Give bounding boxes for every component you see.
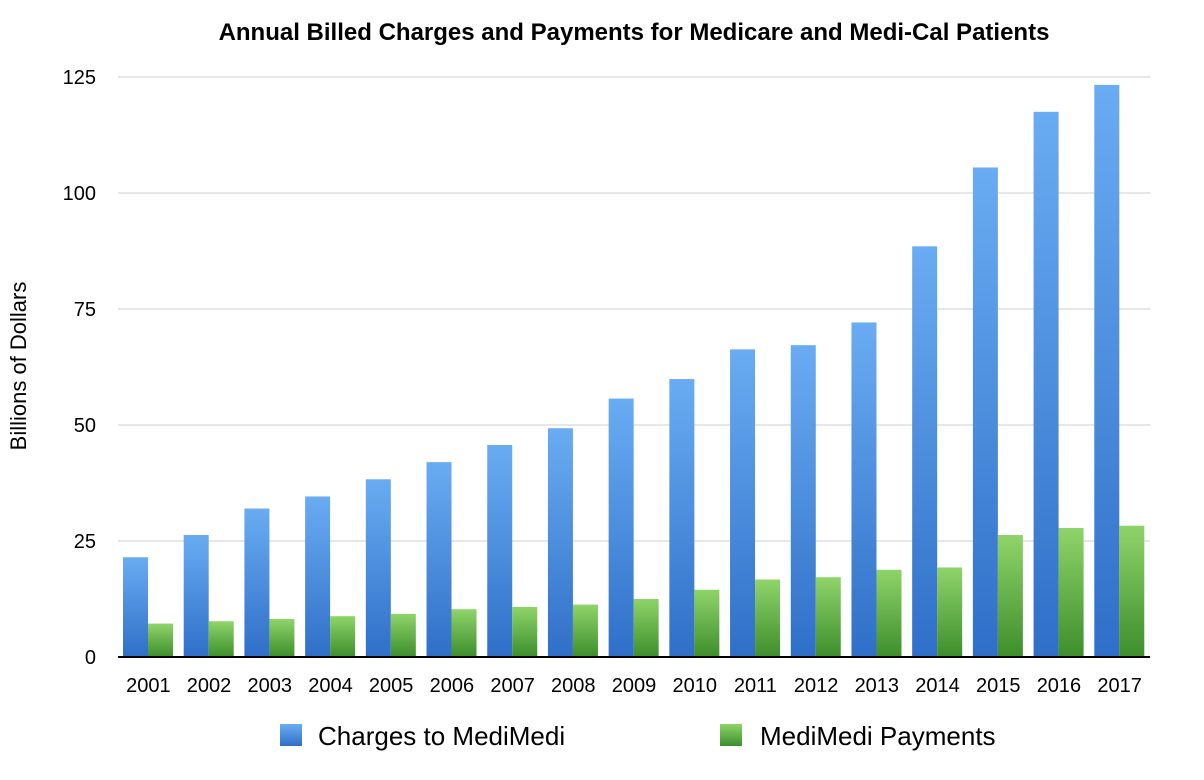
x-tick-label: 2004 — [308, 675, 353, 697]
legend-swatch-payments — [720, 724, 742, 746]
x-tick-label: 2009 — [612, 675, 657, 697]
bar-charges — [183, 534, 209, 657]
bar-payments — [512, 606, 538, 657]
bar-payments — [269, 618, 295, 657]
bar-charges — [365, 479, 391, 657]
x-tick-labels: 2001 2002 2003 2004 2005 2006 2007 2008 2009 2010… — [126, 675, 1142, 697]
x-tick-label: 2003 — [248, 675, 293, 697]
bar-charges — [669, 379, 695, 657]
bar-payments — [1119, 525, 1145, 657]
x-tick-label: 2013 — [855, 675, 900, 697]
bar-charges — [912, 246, 938, 658]
bar-charges — [851, 322, 877, 657]
x-tick-label: 2001 — [126, 675, 171, 697]
bar-charges — [123, 557, 148, 657]
x-tick-label: 2012 — [794, 675, 839, 697]
x-tick-label: 2006 — [430, 675, 475, 697]
y-tick-label: 0 — [85, 647, 96, 669]
legend: Charges to MediMedi MediMedi Payments — [280, 721, 996, 751]
bar-charges — [487, 444, 513, 657]
x-tick-label: 2011 — [734, 675, 777, 697]
bar-payments — [876, 569, 902, 657]
bar-charges — [972, 167, 998, 658]
bar-payments — [694, 589, 720, 657]
bar-charges — [1033, 111, 1059, 658]
bar-charges — [1094, 84, 1120, 657]
x-tick-label: 2008 — [551, 675, 596, 697]
bar-payments — [815, 577, 841, 657]
y-axis-label: Billions of Dollars — [6, 282, 31, 451]
bar-charges — [790, 345, 816, 657]
bar-payments — [1058, 528, 1084, 657]
x-tick-label: 2010 — [672, 675, 717, 697]
x-tick-label: 2005 — [369, 675, 414, 697]
bar-payments — [997, 534, 1023, 657]
x-tick-label: 2014 — [915, 675, 960, 697]
legend-label-payments: MediMedi Payments — [760, 721, 996, 751]
x-tick-label: 2015 — [976, 675, 1021, 697]
bar-payments — [148, 623, 173, 657]
bar-payments — [208, 621, 234, 657]
bar-payments — [755, 579, 781, 657]
y-tick-label: 25 — [74, 531, 96, 553]
bars — [123, 84, 1145, 658]
bar-charges — [426, 462, 452, 657]
bar-charges — [730, 349, 756, 657]
x-tick-label: 2007 — [490, 675, 535, 697]
bar-payments — [937, 567, 963, 657]
bar-charges — [547, 428, 573, 657]
bar-payments — [390, 613, 416, 657]
bar-payments — [633, 599, 659, 657]
legend-swatch-charges — [280, 724, 302, 746]
bar-payments — [451, 609, 477, 657]
bar-charges — [244, 508, 270, 657]
x-tick-label: 2017 — [1097, 675, 1142, 697]
bar-payments — [330, 616, 356, 657]
y-tick-labels: 0 25 50 75 100 125 — [63, 67, 96, 669]
chart-title: Annual Billed Charges and Payments for M… — [219, 19, 1050, 46]
y-tick-label: 100 — [63, 183, 96, 205]
bar-charges — [608, 398, 634, 657]
bar-charges — [305, 496, 331, 657]
x-tick-label: 2016 — [1037, 675, 1082, 697]
x-tick-label: 2002 — [187, 675, 232, 697]
y-tick-label: 50 — [74, 415, 96, 437]
legend-label-charges: Charges to MediMedi — [318, 721, 565, 751]
y-tick-label: 125 — [63, 67, 96, 89]
y-tick-label: 75 — [74, 299, 96, 321]
bar-payments — [572, 604, 598, 657]
